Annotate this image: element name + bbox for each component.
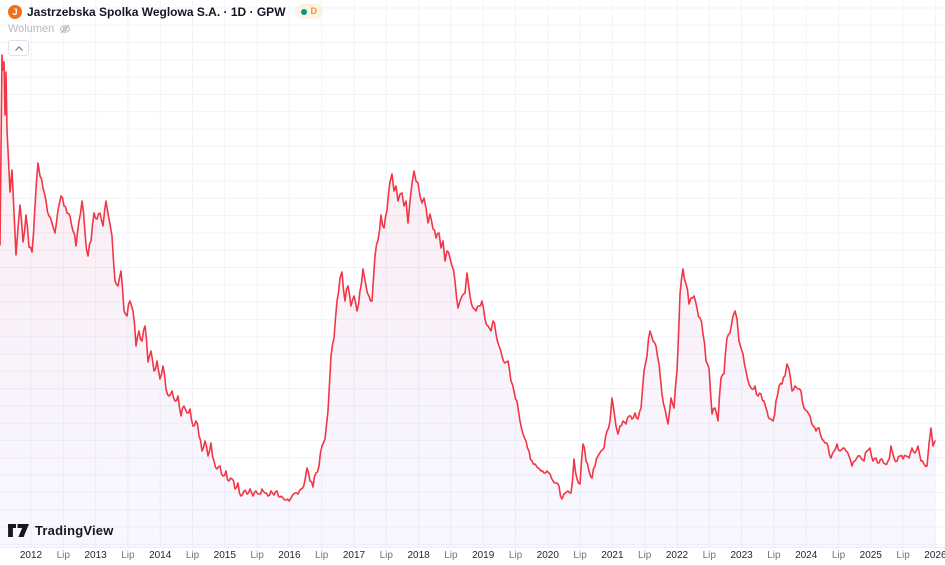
chart-legend: J Jastrzebska Spolka Weglowa S.A. · 1D ·… (8, 4, 324, 56)
x-axis-label: Lip (767, 550, 781, 561)
x-axis-label: 2017 (342, 550, 366, 561)
x-axis-label: 2016 (278, 550, 301, 561)
x-axis-label: 2022 (665, 550, 689, 561)
x-axis-label: Lip (702, 550, 716, 561)
x-axis-label: 2012 (19, 550, 43, 561)
time-axis[interactable]: 2012 Lip 2013 Lip 2014 Lip 2015 Lip 2016 Lip 2017 L… (0, 549, 945, 565)
x-axis-label: 2013 (84, 550, 107, 561)
x-axis-label: Lip (638, 550, 652, 561)
x-axis-label: 2018 (407, 550, 430, 561)
x-axis-label: 2021 (601, 550, 624, 561)
x-axis-label: 2026 (924, 550, 945, 561)
x-axis-label: Lip (831, 550, 846, 561)
x-axis-label: Lip (56, 550, 70, 561)
x-axis-label: 2019 (472, 550, 495, 561)
x-axis-label: 2023 (730, 550, 753, 561)
symbol-row[interactable]: J Jastrzebska Spolka Weglowa S.A. · 1D ·… (8, 4, 324, 19)
x-axis-label: Lip (508, 550, 523, 561)
x-axis-label: 2015 (213, 550, 236, 561)
x-axis-label: Lip (185, 550, 200, 561)
price-area-fill (0, 55, 935, 547)
price-line-series (0, 54, 936, 502)
volume-indicator-label[interactable]: Wolumen (8, 23, 55, 35)
chevron-up-icon (14, 45, 23, 51)
x-axis-label: Lip (121, 550, 135, 561)
x-axis-label: Lip (896, 550, 910, 561)
market-status-badge[interactable]: D (294, 4, 324, 19)
x-axis-label: Lip (315, 550, 329, 561)
eye-off-icon[interactable] (59, 23, 71, 35)
x-axis-label: Lip (444, 550, 458, 561)
x-axis-label: 2024 (795, 550, 818, 561)
x-axis-label: Lip (250, 550, 264, 561)
delayed-data-badge: D (310, 6, 318, 16)
x-axis-label: Lip (573, 550, 587, 561)
x-axis-label: 2025 (859, 550, 882, 561)
x-axis-label: Lip (379, 550, 393, 561)
x-axis-label: 2020 (536, 550, 559, 561)
tradingview-logo-text: TradingView (35, 523, 114, 538)
tradingview-logo[interactable]: TradingView (8, 523, 114, 538)
x-axis-label: 2014 (149, 550, 172, 561)
market-open-dot-icon (300, 8, 307, 15)
symbol-logo-icon: J (8, 4, 22, 19)
indicator-row: Wolumen (8, 22, 323, 36)
collapse-legend-button[interactable] (8, 40, 29, 56)
symbol-title[interactable]: Jastrzebska Spolka Weglowa S.A. · 1D · G… (27, 4, 286, 19)
tradingview-glyph-icon (8, 524, 29, 537)
